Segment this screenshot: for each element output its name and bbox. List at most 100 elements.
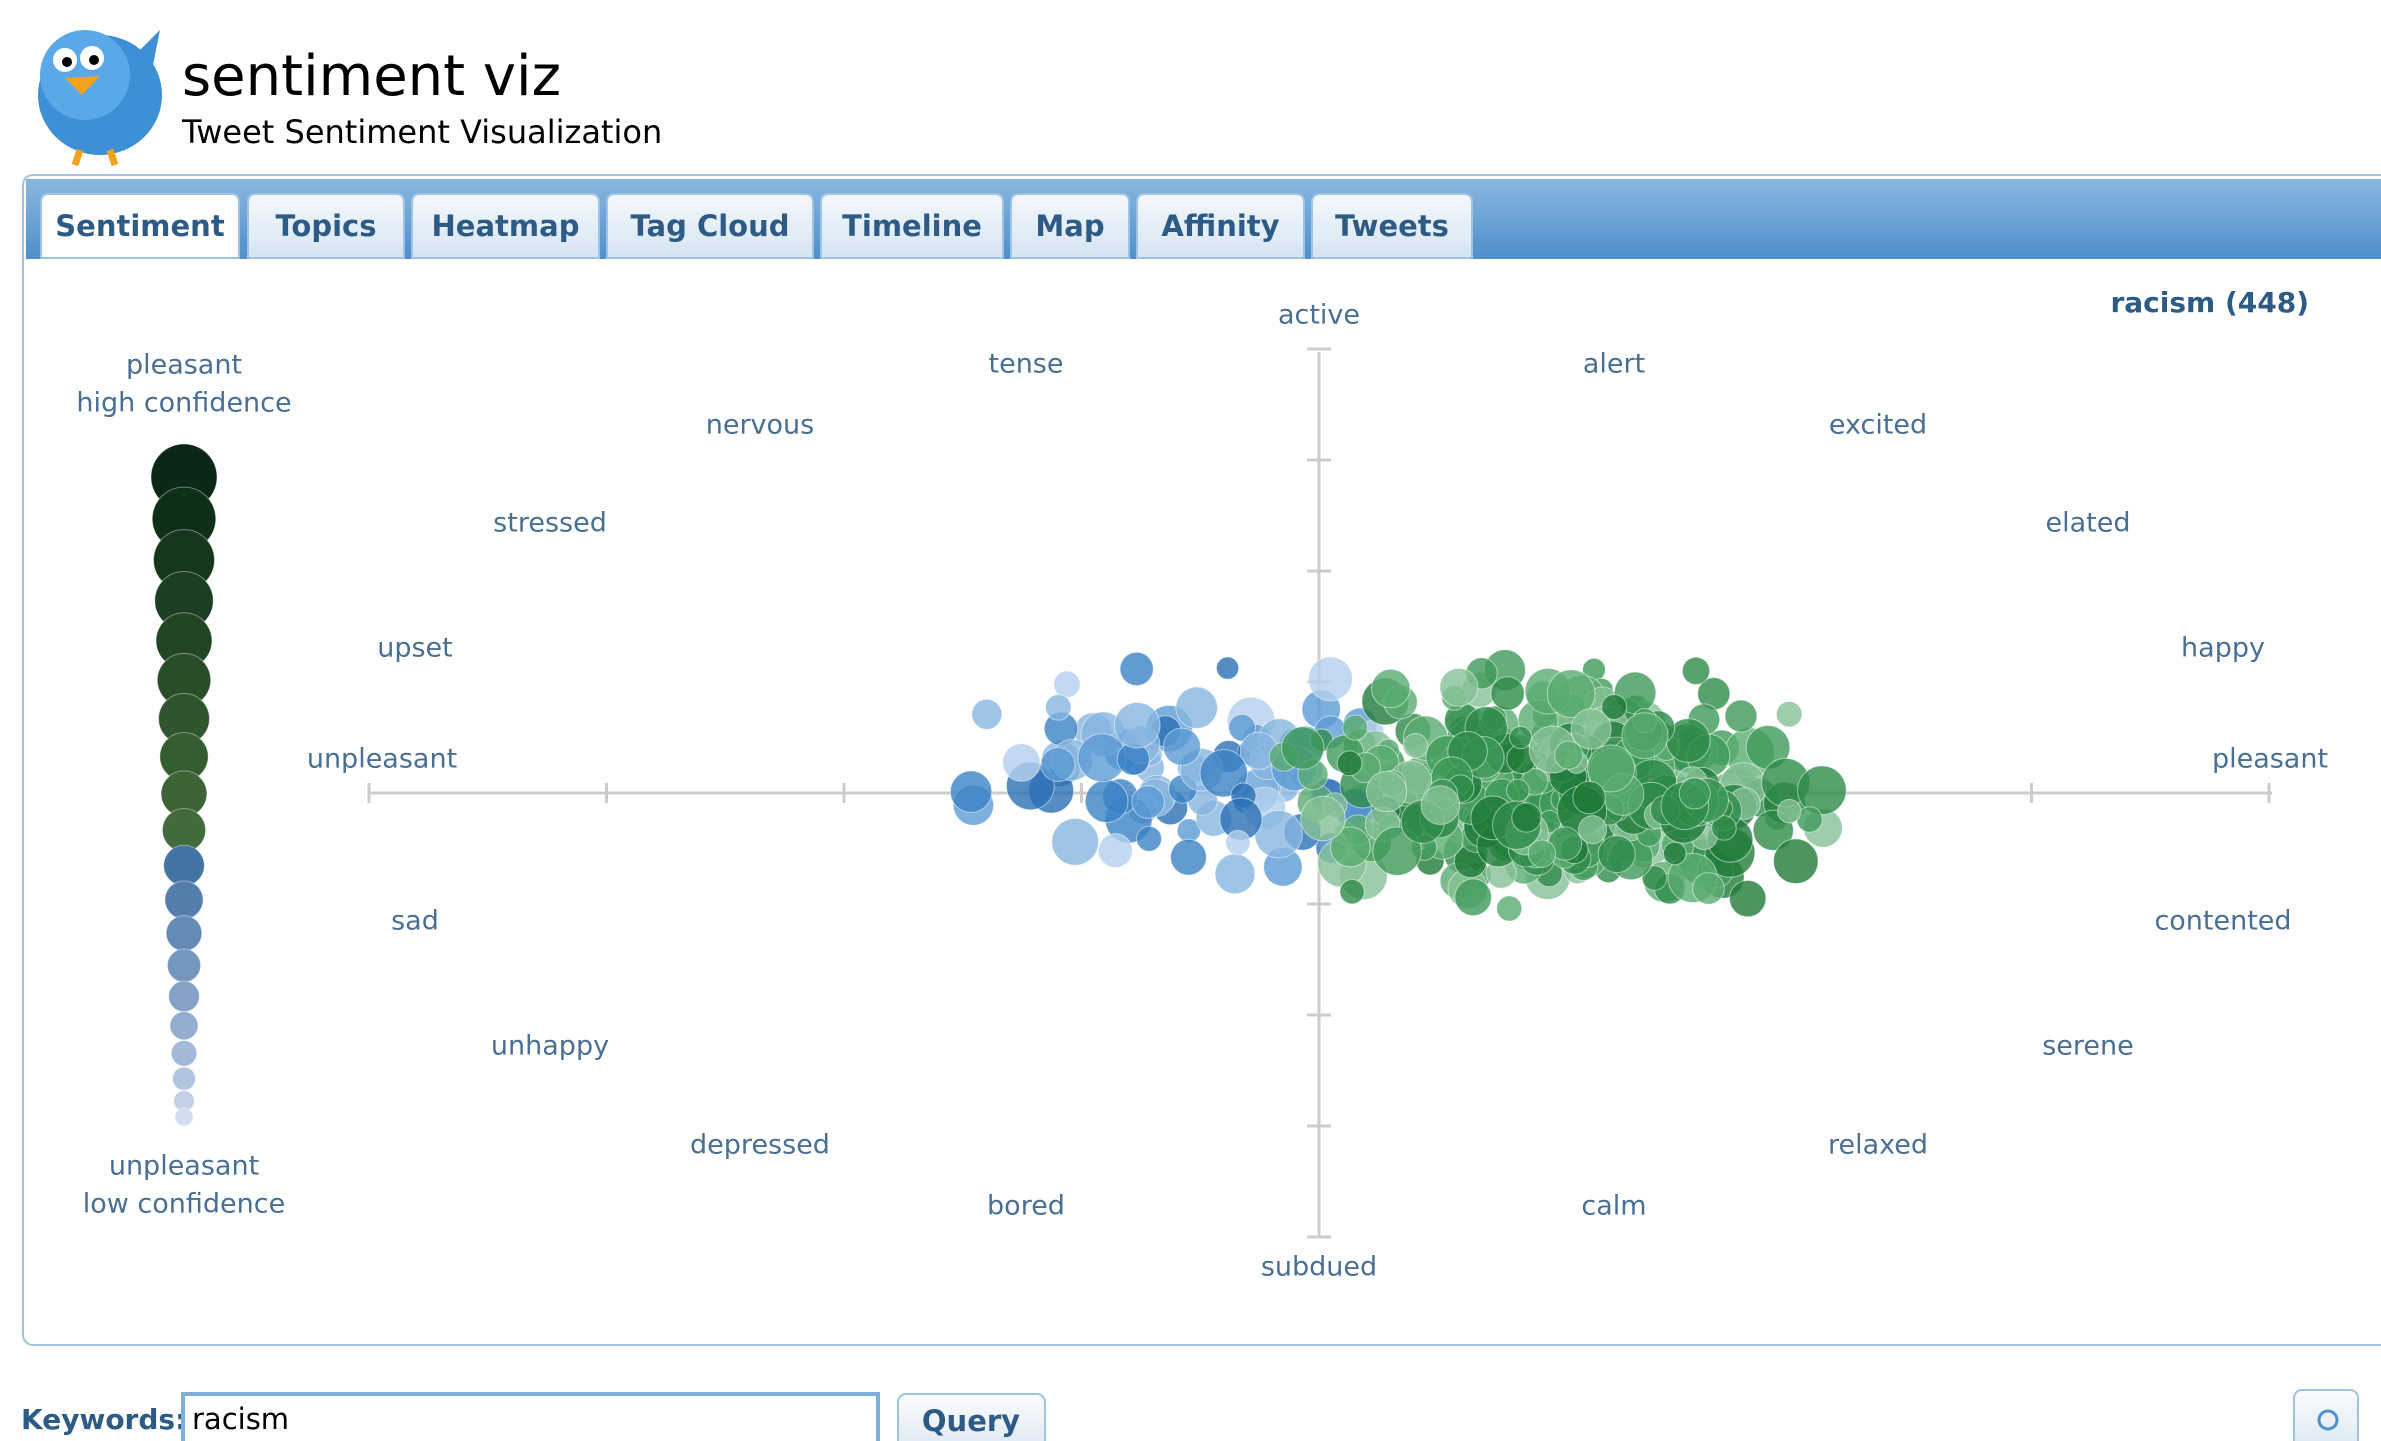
tweet-dot	[1601, 694, 1628, 721]
tweet-dot	[1199, 749, 1248, 798]
legend-label: high confidence	[76, 388, 291, 419]
tweet-dot	[1300, 795, 1346, 842]
legend-dot	[166, 948, 202, 983]
tweet-dot	[1724, 699, 1758, 733]
emotion-label: depressed	[690, 1130, 830, 1161]
tab[interactable]	[1010, 193, 1130, 259]
legend-label: unpleasant	[109, 1151, 259, 1182]
legend-dot	[170, 1040, 198, 1067]
tab[interactable]	[1136, 193, 1305, 259]
tab[interactable]	[247, 193, 405, 259]
tab[interactable]	[411, 193, 600, 259]
tweet-dot	[1170, 838, 1207, 876]
tweet-dot	[1490, 676, 1525, 711]
tweet-dot	[1113, 701, 1161, 749]
legend-dot	[171, 1066, 197, 1091]
emotion-label: stressed	[493, 508, 607, 539]
legend-dot	[165, 914, 203, 952]
tab[interactable]	[606, 193, 814, 259]
app-title: sentiment viz	[182, 44, 561, 109]
tweet-dot	[1572, 780, 1606, 815]
tweet-dot	[1339, 879, 1365, 905]
tweet-dot	[1053, 670, 1081, 699]
tweet-dot	[1586, 744, 1636, 793]
emotion-label: happy	[2181, 633, 2265, 664]
legend-label: low confidence	[83, 1189, 286, 1220]
tweet-dot	[1527, 839, 1557, 868]
tweet-dot	[1131, 785, 1165, 819]
tweet-dot	[1228, 713, 1256, 742]
tweet-dot	[1621, 712, 1669, 760]
emotion-label: subdued	[1261, 1252, 1377, 1283]
tweet-dot	[1772, 838, 1819, 885]
tweet-dot	[1570, 708, 1612, 750]
emotion-label: bored	[987, 1191, 1065, 1222]
emotion-label: relaxed	[1828, 1130, 1928, 1161]
tweet-dot	[1040, 746, 1076, 783]
logo	[38, 30, 162, 167]
emotion-label: excited	[1829, 410, 1927, 441]
tweet-dot	[1045, 694, 1072, 721]
tweet-dot	[1084, 779, 1129, 824]
tab-label: Topics	[275, 209, 376, 243]
keywords-input[interactable]	[181, 1392, 880, 1441]
tweet-dot	[1711, 815, 1737, 841]
tab-label: Sentiment	[55, 209, 225, 243]
legend-dot	[174, 1107, 194, 1127]
emotion-label: sad	[391, 906, 439, 937]
emotion-label: contented	[2154, 906, 2291, 937]
tweet-dot	[1136, 825, 1163, 852]
tweet-dot	[1692, 872, 1725, 905]
emotion-label: tense	[989, 349, 1064, 380]
keywords-value: racism	[192, 1402, 289, 1436]
tweet-dot	[1797, 765, 1847, 816]
tweet-dot	[1554, 740, 1584, 770]
tweet-dot	[1728, 879, 1767, 918]
emotion-label: pleasant	[2212, 744, 2328, 775]
legend-dot	[169, 1011, 199, 1041]
tab[interactable]	[820, 193, 1004, 259]
tweet-dot	[1678, 777, 1711, 810]
keywords-label: Keywords:	[21, 1403, 186, 1436]
zoom-button[interactable]	[2293, 1389, 2359, 1441]
tab-label: Heatmap	[432, 209, 580, 243]
tweet-dot	[1508, 725, 1533, 750]
zoom-icon	[2317, 1409, 2339, 1431]
tweet-dot	[1511, 802, 1542, 833]
result-label: racism (448)	[2110, 286, 2309, 319]
tweet-dot	[1307, 656, 1353, 702]
tweet-dot	[949, 770, 993, 813]
tab[interactable]	[1311, 193, 1473, 259]
emotion-label: unpleasant	[307, 744, 457, 775]
tweet-dot	[1329, 826, 1371, 868]
tab-label: Tag Cloud	[630, 209, 789, 243]
tweet-dot	[1546, 669, 1596, 718]
tweet-dot	[1342, 714, 1369, 741]
tweet-dot	[1597, 835, 1636, 874]
legend-label: pleasant	[126, 350, 242, 381]
tweet-dot	[1454, 878, 1493, 917]
tweet-dot	[1365, 770, 1408, 813]
tweet-dot	[1505, 778, 1530, 803]
tweet-dot	[1175, 686, 1218, 729]
tweet-dot	[1420, 785, 1461, 825]
tweet-dot	[1777, 798, 1802, 824]
query-button[interactable]	[897, 1393, 1046, 1441]
tweet-dot	[1681, 656, 1711, 686]
tab-label: Map	[1035, 209, 1104, 243]
emotion-label: unhappy	[491, 1031, 609, 1062]
tweet-dot	[1439, 667, 1479, 707]
query-button-label: Query	[922, 1404, 1020, 1438]
emotion-label: nervous	[706, 410, 815, 441]
legend-dot	[163, 844, 205, 887]
tweet-dot	[1402, 733, 1429, 759]
tweet-dot	[1496, 895, 1523, 922]
tab[interactable]	[40, 193, 240, 259]
app-subtitle: Tweet Sentiment Visualization	[181, 113, 662, 151]
tweet-dot	[1119, 651, 1154, 687]
tweet-dot	[1578, 815, 1608, 845]
tweet-dot	[1097, 833, 1133, 869]
emotion-label: serene	[2042, 1031, 2134, 1062]
tweet-dot	[1162, 727, 1202, 766]
